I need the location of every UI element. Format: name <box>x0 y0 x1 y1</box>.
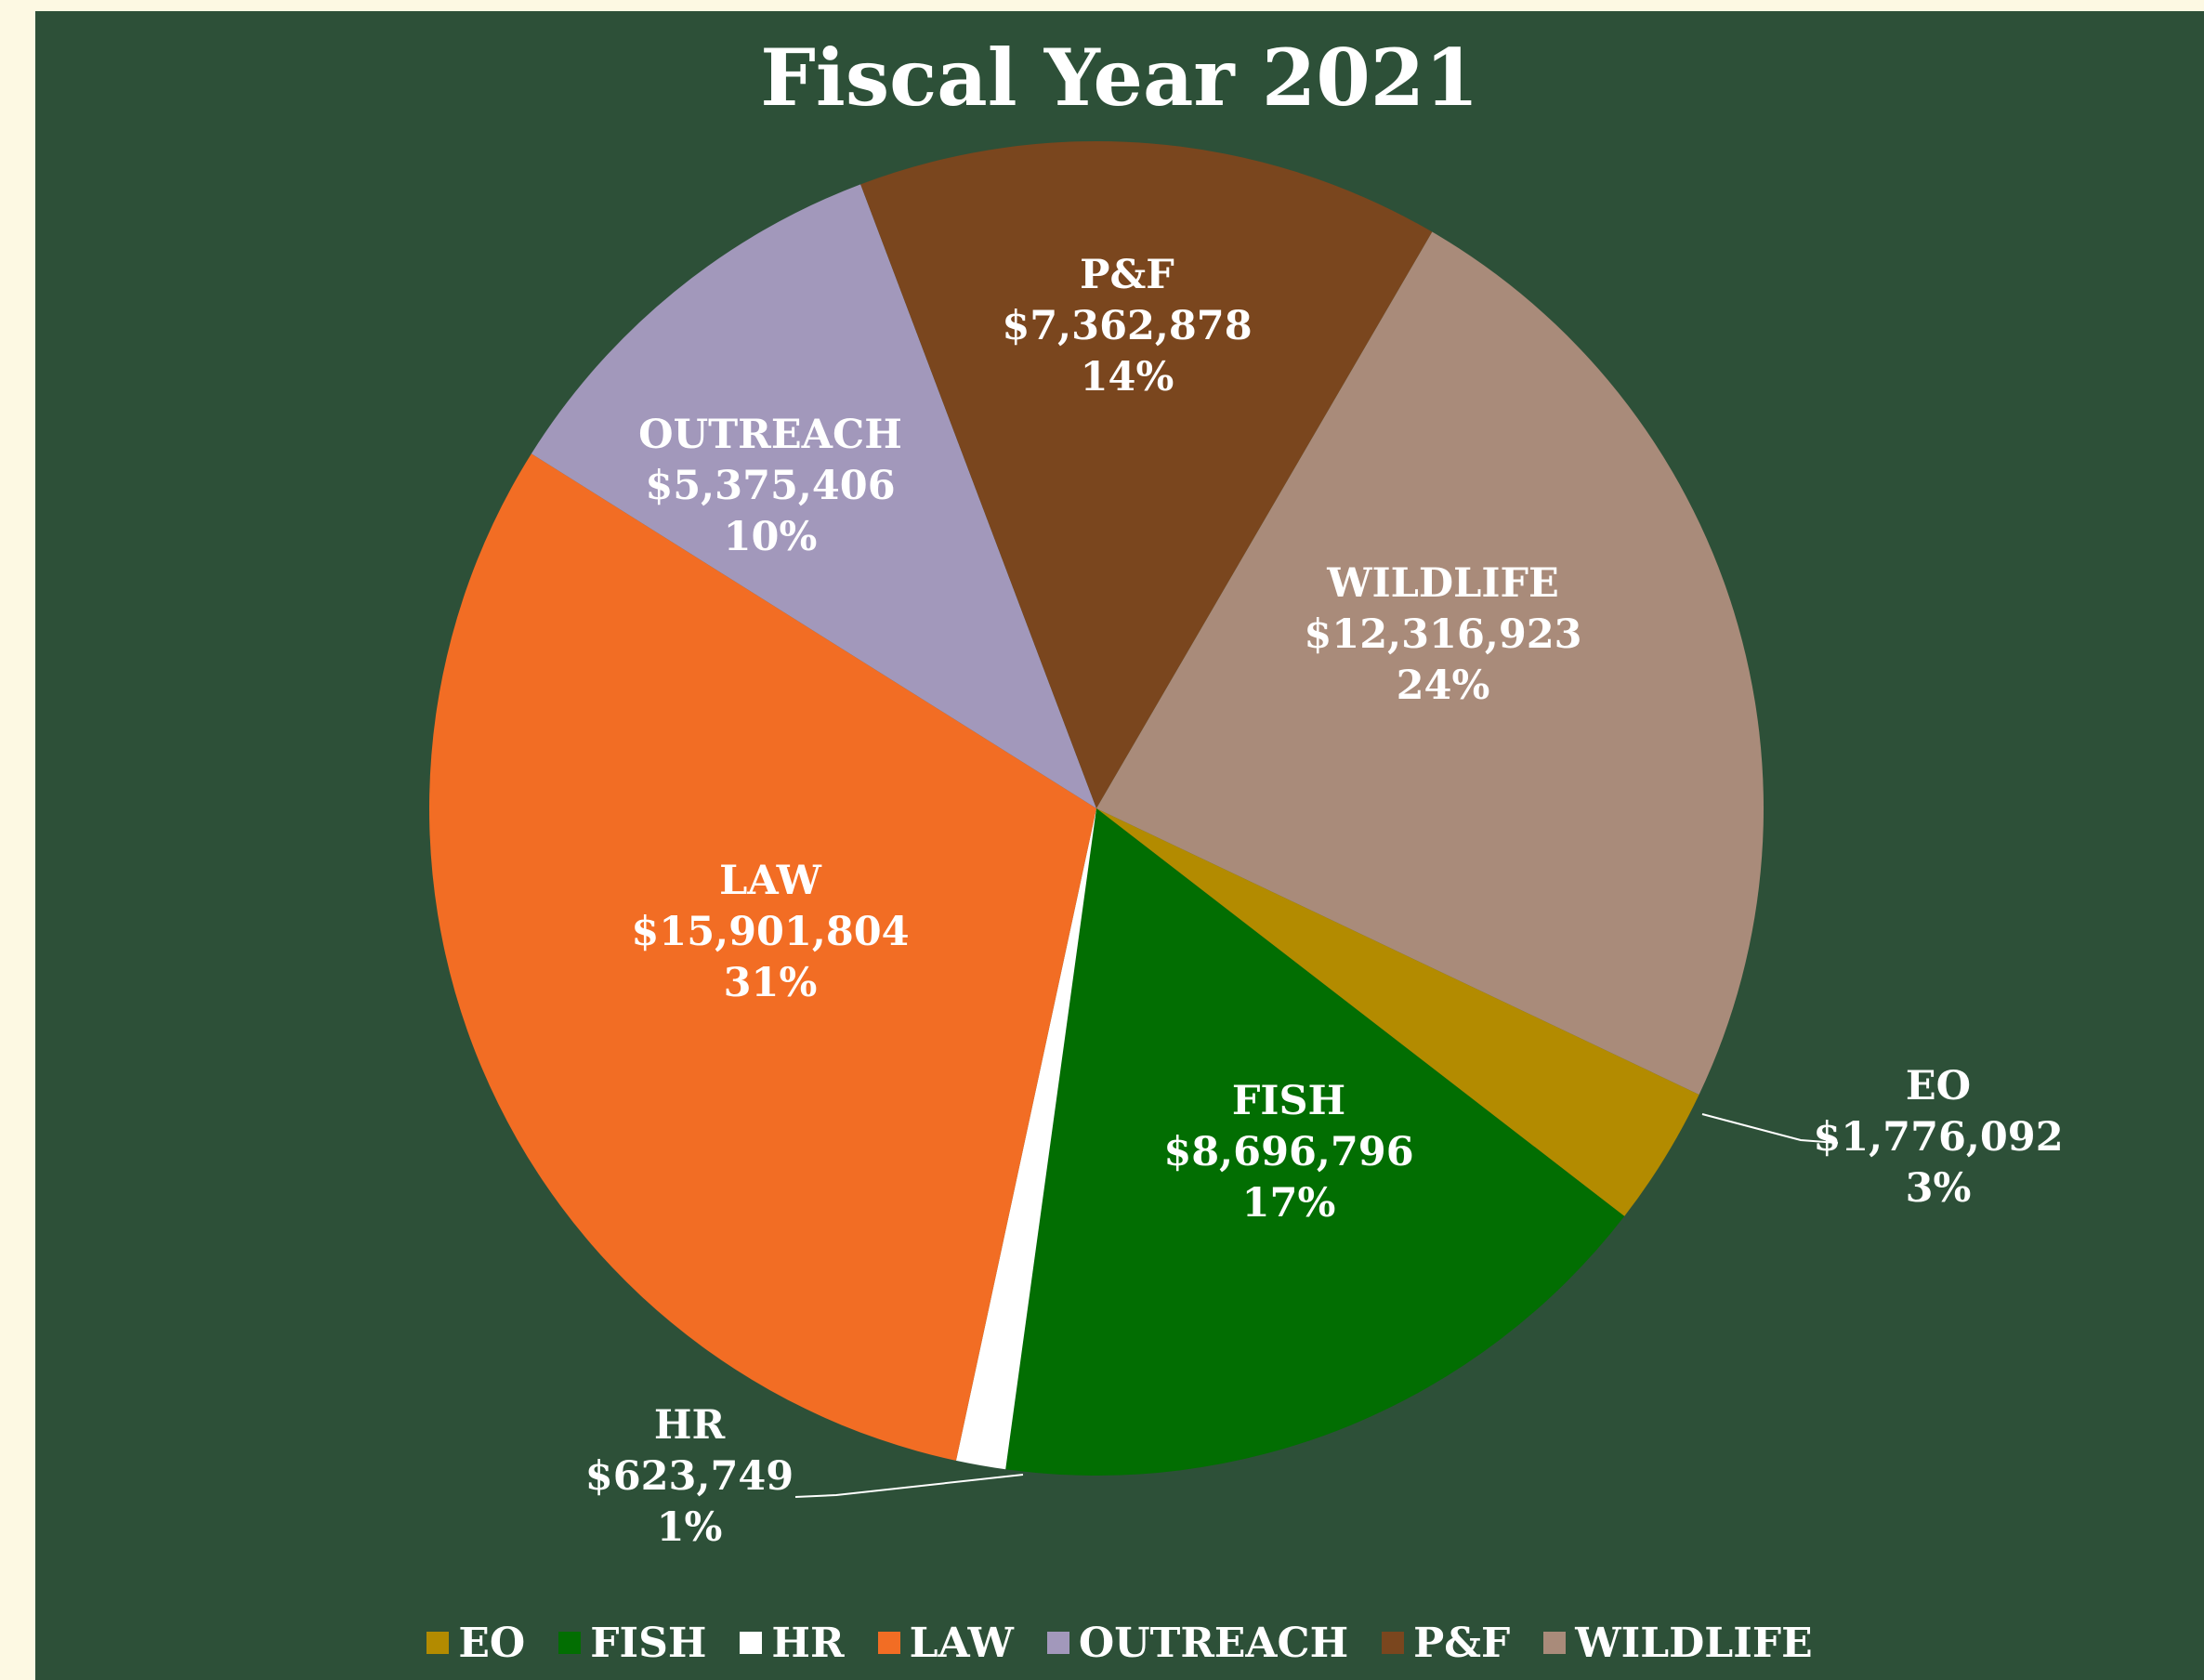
data-label-eo: EO $1,776,092 3% <box>1813 1063 2063 1212</box>
legend-item-wildlife: WILDLIFE <box>1543 1619 1813 1667</box>
legend-item-fish: FISH <box>558 1620 706 1667</box>
data-label-outreach: OUTREACH $5,375,406 10% <box>638 412 902 560</box>
legend-swatch-outreach <box>1046 1632 1069 1654</box>
legend-item-eo: EO <box>426 1620 525 1667</box>
legend-item-hr: HR <box>740 1619 845 1667</box>
legend-label-law: LAW <box>909 1619 1014 1667</box>
legend-swatch-hr <box>740 1632 763 1654</box>
legend-swatch-eo <box>426 1632 450 1654</box>
slice-labels: EO $1,776,092 3% FISH $8,696,796 17% HR $623,74… <box>585 252 2064 1551</box>
legend-item-outreach: OUTREACH <box>1046 1619 1349 1667</box>
legend-swatch-fish <box>558 1632 582 1654</box>
pie-slice-law <box>428 453 1096 1461</box>
data-label-fish: FISH $8,696,796 17% <box>1163 1078 1413 1227</box>
pie-slices <box>428 141 1765 1476</box>
pie-slice-outreach <box>531 184 1096 809</box>
pie-slice-fish <box>1005 808 1625 1476</box>
leader-line-hr <box>794 1474 1024 1498</box>
leader-line-eo <box>1701 1113 1839 1144</box>
pie-slice-p-and-f <box>860 141 1433 808</box>
pie-slice-hr <box>955 808 1096 1470</box>
data-label-hr: HR $623,749 1% <box>585 1402 794 1551</box>
chart-frame: Fiscal Year 2021 EO $1,776,092 3% FISH $8,69… <box>35 11 2204 1680</box>
legend-swatch-p-and-f <box>1382 1632 1405 1654</box>
leader-lines <box>794 1113 1839 1498</box>
data-label-law: LAW $15,901,804 31% <box>631 858 909 1006</box>
data-label-wildlife: WILDLIFE $12,316,923 24% <box>1304 560 1581 709</box>
legend-item-p-and-f: P&F <box>1382 1620 1510 1667</box>
legend-label-p-and-f: P&F <box>1413 1619 1511 1667</box>
legend-swatch-law <box>877 1632 900 1654</box>
pie-chart: EO $1,776,092 3% FISH $8,696,796 17% HR $623,74… <box>428 141 2064 1551</box>
legend-item-law: LAW <box>877 1619 1014 1667</box>
legend-label-fish: FISH <box>590 1619 707 1667</box>
data-label-p-and-f: P&F $7,362,878 14% <box>1002 252 1252 400</box>
chart-title: Fiscal Year 2021 <box>760 32 1479 124</box>
legend-label-hr: HR <box>771 1619 845 1667</box>
legend-label-wildlife: WILDLIFE <box>1575 1619 1813 1667</box>
legend: EO FISH HR LAW OUTREACH P&F WILDLIFE <box>35 1617 2204 1669</box>
pie-slice-eo <box>1096 808 1699 1216</box>
legend-label-outreach: OUTREACH <box>1078 1619 1349 1667</box>
legend-label-eo: EO <box>458 1619 526 1667</box>
pie-slice-wildlife <box>1096 231 1765 1095</box>
legend-swatch-wildlife <box>1543 1632 1567 1654</box>
